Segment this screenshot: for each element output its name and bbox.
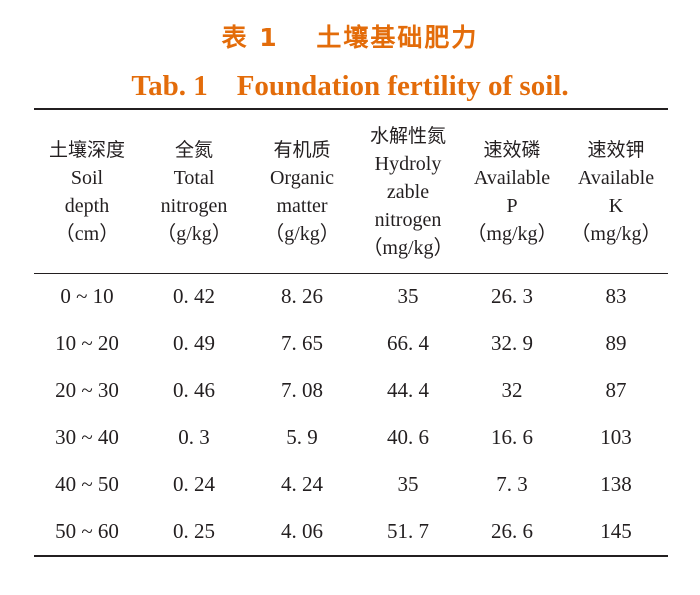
column-header: 有机质 Organic matter （g/kg） [248, 110, 356, 273]
column-header-en: Total [173, 166, 215, 189]
table-title-chinese: 表 1 土壤基础肥力 [221, 23, 479, 52]
column-header-cn: 速效钾 [587, 138, 645, 161]
header-row: 土壤深度 Soil depth （cm） 全氮 Total nitrogen （g/kg） 有机… [34, 110, 668, 273]
table-cell: 0. 25 [173, 519, 215, 543]
table-cell: 103 [600, 425, 632, 449]
column-header-en: matter [276, 194, 328, 217]
table-header: 土壤深度 Soil depth （cm） 全氮 Total nitrogen （g/kg） 有机… [34, 110, 668, 273]
column-header-en: （mg/kg） [570, 222, 662, 245]
table-cell: 7. 65 [281, 331, 323, 355]
column-header-en: （mg/kg） [362, 236, 454, 259]
table-cell: 26. 3 [491, 284, 533, 308]
table-cell: 40. 6 [387, 425, 429, 449]
table-top-rule [34, 108, 668, 110]
table-cell: 0. 46 [173, 378, 215, 402]
table-cell: 138 [600, 472, 632, 496]
table-cell: 5. 9 [286, 425, 318, 449]
table-cell: 30 ~ 40 [55, 425, 119, 449]
table-cell: 50 ~ 60 [55, 519, 119, 543]
column-header-en: Soil [70, 166, 104, 189]
table-cell: 145 [600, 519, 632, 543]
column-header-en: （mg/kg） [466, 222, 558, 245]
column-header-en: Available [577, 166, 655, 189]
column-header-en: Organic [269, 166, 335, 189]
column-header-en: zable [386, 180, 430, 203]
column-header-en: （g/kg） [264, 222, 340, 245]
table-cell: 16. 6 [491, 425, 533, 449]
table-cell: 4. 06 [281, 519, 323, 543]
column-header-en: nitrogen [160, 194, 228, 217]
table-cell: 8. 26 [281, 284, 323, 308]
table-cell: 0 ~ 10 [60, 284, 114, 308]
table-cell: 32 [501, 378, 523, 402]
soil-fertility-table: 土壤深度 Soil depth （cm） 全氮 Total nitrogen （g/kg） 有机… [34, 110, 668, 555]
table-cell: 66. 4 [387, 331, 429, 355]
table-cell: 32. 9 [491, 331, 533, 355]
table-cell: 20 ~ 30 [55, 378, 119, 402]
table-cell: 44. 4 [387, 378, 429, 402]
table-cell: 7. 08 [281, 378, 323, 402]
table-header-rule [34, 273, 668, 274]
column-header-en: K [608, 194, 624, 217]
column-header: 土壤深度 Soil depth （cm） [34, 110, 140, 273]
table-cell: 40 ~ 50 [55, 472, 119, 496]
table-row: 40 ~ 50 0. 24 4. 24 35 7. 3 138 [34, 461, 668, 508]
column-header-cn: 全氮 [174, 138, 213, 161]
table-row: 10 ~ 20 0. 49 7. 65 66. 4 32. 9 89 [34, 320, 668, 367]
table-cell: 83 [605, 284, 627, 308]
column-header: 速效磷 Available P （mg/kg） [460, 110, 564, 273]
table-cell: 0. 3 [178, 425, 210, 449]
column-header-en: （cm） [54, 222, 120, 245]
column-header-cn: 速效磷 [483, 138, 541, 161]
table-bottom-rule [34, 555, 668, 557]
table-cell: 35 [397, 472, 419, 496]
table-cell: 4. 24 [281, 472, 323, 496]
column-header-en: nitrogen [374, 208, 442, 231]
table-title-english: Tab. 1 Foundation fertility of soil. [131, 70, 569, 102]
table-cell: 7. 3 [496, 472, 528, 496]
table-row: 0 ~ 10 0. 42 8. 26 35 26. 3 83 [34, 273, 668, 320]
column-header-en: Hydroly [374, 152, 442, 175]
table-cell: 26. 6 [491, 519, 533, 543]
table-cell: 87 [605, 378, 627, 402]
table-row: 50 ~ 60 0. 25 4. 06 51. 7 26. 6 145 [34, 508, 668, 555]
column-header-en: depth [64, 194, 110, 217]
column-header-en: P [506, 194, 518, 217]
table-cell: 51. 7 [387, 519, 429, 543]
column-header: 水解性氮 Hydroly zable nitrogen （mg/kg） [356, 110, 460, 273]
table-cell: 35 [397, 284, 419, 308]
table-cell: 0. 49 [173, 331, 215, 355]
table-cell: 89 [605, 331, 627, 355]
table-body: 0 ~ 10 0. 42 8. 26 35 26. 3 83 10 ~ 20 0. 49 7. … [34, 273, 668, 555]
table-cell: 10 ~ 20 [55, 331, 119, 355]
table-cell: 0. 42 [173, 284, 215, 308]
table-cell: 0. 24 [173, 472, 215, 496]
column-header-cn: 有机质 [273, 138, 331, 161]
column-header: 全氮 Total nitrogen （g/kg） [140, 110, 248, 273]
column-header-en: （g/kg） [156, 222, 232, 245]
column-header-cn: 土壤深度 [48, 138, 125, 161]
table-row: 30 ~ 40 0. 3 5. 9 40. 6 16. 6 103 [34, 414, 668, 461]
column-header: 速效钾 Available K （mg/kg） [564, 110, 668, 273]
column-header-cn: 水解性氮 [369, 124, 446, 147]
column-header-en: Available [473, 166, 551, 189]
table-row: 20 ~ 30 0. 46 7. 08 44. 4 32 87 [34, 367, 668, 414]
